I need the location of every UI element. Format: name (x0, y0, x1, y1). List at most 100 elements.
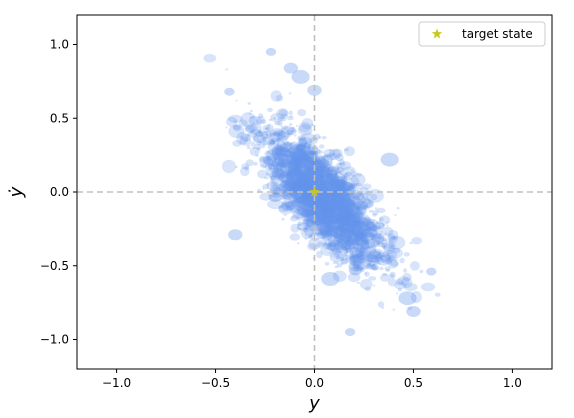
scatter-point (288, 193, 301, 203)
scatter-point (355, 235, 371, 247)
scatter-point (335, 188, 341, 193)
scatter-point (331, 203, 335, 206)
scatter-point (353, 219, 360, 227)
scatter-point (367, 201, 372, 205)
scatter-point (330, 195, 334, 198)
scatter-point (330, 237, 343, 245)
scatter-point (289, 186, 294, 189)
scatter-point (326, 166, 337, 173)
scatter-point (357, 246, 360, 249)
scatter-point (351, 221, 357, 226)
scatter-point (372, 213, 377, 217)
scatter-point (364, 241, 376, 249)
scatter-point (321, 206, 333, 219)
scatter-point (349, 266, 362, 276)
scatter-point (271, 147, 288, 160)
scatter-point (374, 233, 379, 238)
scatter-point (334, 207, 352, 219)
scatter-point (316, 241, 325, 248)
scatter-point (337, 211, 344, 217)
scatter-point (326, 237, 330, 240)
scatter-point (304, 227, 308, 230)
scatter-point (359, 211, 362, 214)
scatter-point (273, 159, 277, 162)
scatter-point (293, 175, 307, 187)
scatter-point (283, 142, 286, 145)
scatter-point (373, 224, 382, 230)
scatter-point (357, 231, 363, 236)
scatter-point (297, 221, 304, 227)
scatter-point (329, 211, 342, 223)
scatter-point (332, 183, 341, 190)
scatter-point (345, 207, 348, 210)
scatter-point (273, 163, 282, 170)
scatter-point (286, 155, 299, 164)
scatter-point (316, 213, 332, 227)
scatter-point (410, 291, 422, 304)
scatter-point (337, 240, 341, 244)
scatter-point (290, 208, 296, 214)
scatter-point (339, 208, 342, 211)
scatter-point (337, 167, 340, 170)
scatter-point (271, 145, 289, 156)
scatter-point (351, 230, 355, 235)
scatter-point (259, 163, 264, 167)
scatter-point (323, 199, 326, 202)
scatter-point (316, 191, 328, 203)
scatter-point (289, 152, 298, 160)
scatter-point (375, 260, 380, 265)
scatter-point (336, 215, 351, 225)
scatter-point (295, 168, 298, 171)
scatter-point (283, 184, 289, 189)
scatter-point (345, 213, 355, 220)
scatter-point (286, 141, 290, 145)
scatter-point (336, 220, 339, 223)
scatter-point (303, 168, 306, 170)
scatter-point (392, 236, 399, 240)
scatter-point (346, 219, 351, 223)
scatter-point (351, 218, 357, 223)
scatter-point (365, 233, 369, 237)
scatter-point (291, 179, 296, 184)
scatter-point (296, 152, 308, 161)
scatter-point (294, 183, 306, 193)
scatter-point (316, 158, 322, 165)
scatter-point (346, 211, 349, 215)
scatter-point (353, 217, 357, 220)
scatter-point (321, 175, 332, 182)
scatter-point (334, 207, 338, 210)
scatter-point (339, 211, 342, 215)
scatter-point (371, 264, 376, 267)
scatter-point (282, 202, 287, 205)
scatter-point (298, 188, 302, 191)
scatter-point (327, 201, 339, 210)
scatter-point (314, 197, 325, 206)
scatter-point (327, 205, 341, 219)
scatter-point (300, 161, 309, 169)
scatter-point (318, 186, 324, 191)
scatter-point (344, 236, 353, 242)
scatter-point (331, 228, 336, 232)
scatter-point (287, 136, 290, 138)
scatter-point (331, 243, 343, 256)
scatter-point (346, 237, 354, 244)
scatter-point (332, 270, 347, 283)
scatter-point (293, 184, 298, 188)
scatter-point (362, 227, 378, 238)
scatter-point (354, 220, 362, 225)
scatter-point (382, 273, 388, 276)
scatter-point (403, 268, 408, 273)
scatter-point (362, 199, 374, 208)
scatter-point (305, 163, 309, 166)
scatter-point (320, 192, 326, 198)
scatter-point (275, 137, 280, 141)
scatter-point (323, 178, 328, 182)
scatter-point (358, 266, 362, 269)
scatter-point (348, 254, 357, 261)
scatter-point (319, 194, 331, 205)
scatter-point (380, 254, 391, 262)
scatter-point (301, 155, 305, 158)
scatter-point (303, 146, 306, 149)
scatter-point (319, 180, 327, 187)
scatter-point (332, 179, 347, 189)
